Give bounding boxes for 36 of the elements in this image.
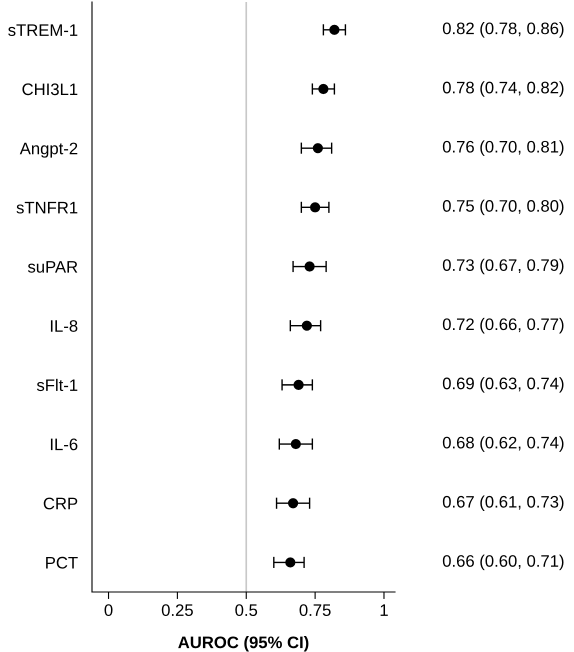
data-label: 0.67 (0.61, 0.73) xyxy=(442,495,564,511)
y-tick-label: PCT xyxy=(46,556,78,569)
point xyxy=(329,24,340,35)
point xyxy=(302,320,312,331)
x-axis-title: AUROC (95% CI) xyxy=(178,636,308,652)
point xyxy=(318,84,328,94)
y-tick-label: Angpt-2 xyxy=(20,142,78,158)
data-label: 0.72 (0.66, 0.77) xyxy=(442,318,564,334)
y-tick-label: sTNFR1 xyxy=(16,202,78,214)
y-tick-label: IL-8 xyxy=(50,320,78,332)
y-tick-label: sTREM-1 xyxy=(8,24,78,36)
data-label: 0.82 (0.78, 0.86) xyxy=(442,22,564,38)
x-tick-label: 0.25 xyxy=(162,604,193,616)
data-label: 0.78 (0.74, 0.82) xyxy=(442,81,564,97)
data-label: 0.75 (0.70, 0.80) xyxy=(442,200,564,216)
point xyxy=(290,438,301,450)
point xyxy=(312,143,323,154)
point xyxy=(304,261,315,272)
point xyxy=(285,557,296,568)
point xyxy=(288,498,298,508)
data-label: 0.69 (0.63, 0.74) xyxy=(442,377,564,393)
y-tick-label: sFlt-1 xyxy=(36,378,78,392)
data-label: 0.66 (0.60, 0.71) xyxy=(442,554,564,570)
data-label: 0.76 (0.70, 0.81) xyxy=(442,140,564,156)
y-tick-label: suPAR xyxy=(28,261,78,273)
x-tick-label: 1 xyxy=(380,604,388,616)
y-tick-label: CHI3L1 xyxy=(22,83,78,96)
point xyxy=(310,202,320,212)
y-tick-label: IL-6 xyxy=(50,438,78,450)
data-label: 0.68 (0.62, 0.74) xyxy=(442,436,564,452)
x-tick-label: 0.75 xyxy=(300,604,331,616)
y-tick-label: CRP xyxy=(44,498,78,510)
point xyxy=(294,380,304,390)
x-tick-label: 0.5 xyxy=(235,604,258,616)
data-label: 0.73 (0.67, 0.79) xyxy=(442,258,564,274)
x-tick-label: 0 xyxy=(104,604,113,616)
